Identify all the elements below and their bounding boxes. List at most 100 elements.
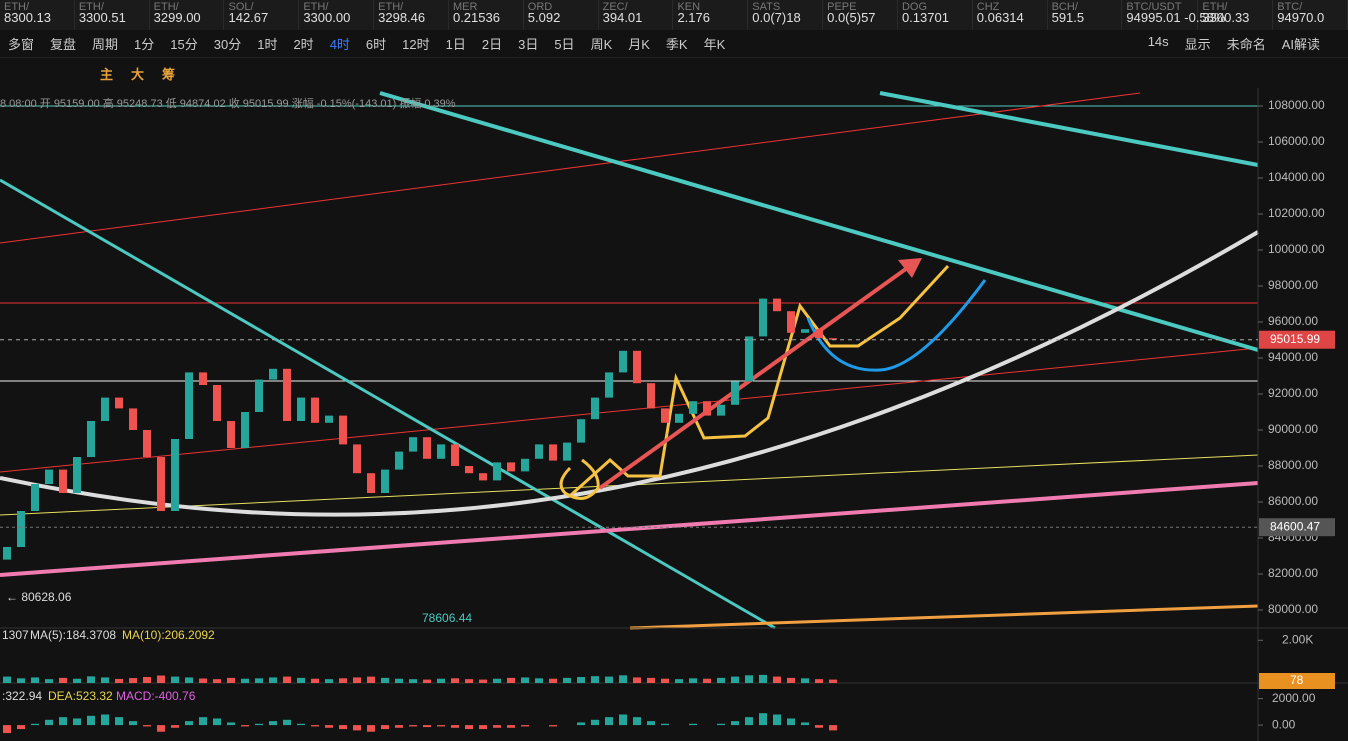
period-button[interactable]: 5日: [554, 37, 575, 52]
toolbar: 多窗 复盘 周期 1分 15分 30分 1时 2时 4时 6时 12时 1日 2日 3日 5日 周K 月K 季K 年…: [0, 30, 1348, 58]
toolbar-button[interactable]: AI解读: [1281, 37, 1320, 52]
ticker-name: ORD: [527, 1, 553, 11]
toolbar-button[interactable]: 显示: [1184, 37, 1211, 52]
ticker[interactable]: MER 0.21536: [449, 0, 524, 30]
period-button[interactable]: 4时: [329, 37, 350, 52]
candle: [717, 404, 725, 416]
indicator-button[interactable]: 筹: [162, 66, 176, 82]
ticker-name: SATS: [752, 1, 781, 11]
period-button[interactable]: 周K: [590, 37, 613, 52]
macd-bar: [577, 722, 585, 726]
volume-bar: [479, 679, 487, 683]
candle: [745, 336, 753, 382]
candle: [87, 421, 95, 457]
volume-bar: [115, 678, 123, 683]
candle: [507, 462, 515, 472]
macd-bar: [269, 721, 277, 726]
macd-bar: [465, 725, 473, 730]
period-button[interactable]: 12时: [402, 37, 430, 52]
ticker[interactable]: ETH/3298.46: [374, 0, 449, 30]
y-tick-label: 104000.00: [1268, 170, 1325, 184]
ticker-price: 3298.46: [378, 10, 426, 25]
macd-bar: [199, 717, 207, 726]
ticker[interactable]: DOG 0.13701: [898, 0, 973, 30]
ticker[interactable]: PEPE 0.0(5)57: [823, 0, 898, 30]
toolbar-right: 14s 显示 未命名 AI解读: [1140, 34, 1328, 53]
ticker-price: 94995.01 -0.58%: [1126, 10, 1226, 25]
macd-bar: [395, 725, 403, 728]
period-button[interactable]: 15分: [170, 37, 198, 52]
indicator-button[interactable]: 大: [131, 66, 145, 82]
toolbar-button[interactable]: 周期: [92, 37, 119, 52]
period-button[interactable]: 月K: [628, 37, 650, 52]
volume-bar: [367, 676, 375, 683]
ticker[interactable]: ETH/3299.00: [150, 0, 225, 30]
ticker[interactable]: KEN 2.176: [673, 0, 749, 30]
ticker[interactable]: ZEC/394.01: [599, 0, 674, 30]
macd-bar: [829, 725, 837, 731]
candle: [451, 444, 459, 466]
volume-bar: [185, 677, 193, 683]
candle: [521, 458, 529, 472]
toolbar-button[interactable]: 14s: [1147, 34, 1169, 49]
toolbar-button[interactable]: 未命名: [1226, 37, 1266, 52]
period-button[interactable]: 6时: [365, 37, 387, 52]
ticker[interactable]: SOL/142.67: [224, 0, 300, 30]
macd-bar: [73, 718, 81, 726]
macd-bar: [115, 717, 123, 726]
toolbar-button[interactable]: 多窗: [8, 37, 35, 52]
period-button[interactable]: 1日: [445, 37, 466, 52]
candle: [283, 368, 291, 421]
candle: [661, 408, 669, 423]
volume-bar: [437, 678, 445, 683]
ticker[interactable]: CHZ 0.06314: [973, 0, 1048, 30]
volume-label: 1307: [2, 628, 29, 642]
candle: [185, 372, 193, 439]
macd-bar: [31, 723, 39, 726]
ticker[interactable]: ETH/3300.51: [75, 0, 150, 30]
macd-bar: [297, 723, 305, 726]
y-tick-label: 96000.00: [1268, 314, 1318, 328]
ticker-name: ZEC/: [602, 1, 628, 11]
period-button[interactable]: 2日: [481, 37, 503, 52]
ticker[interactable]: SATS 0.0(7)18: [748, 0, 824, 30]
ticker[interactable]: BTC/USDT 94995.01 -0.58%: [1122, 0, 1225, 30]
ticker[interactable]: ETH/8300.13: [0, 0, 75, 30]
y-tick-label: 86000.00: [1268, 494, 1318, 508]
candle: [731, 381, 739, 405]
macd-bar: [3, 725, 11, 734]
volume-bar: [3, 676, 11, 683]
candle: [759, 298, 767, 337]
period-button[interactable]: 30分: [213, 37, 242, 52]
volume-bar: [59, 677, 67, 683]
ticker-name: MER: [452, 1, 478, 11]
period-button[interactable]: 1时: [257, 37, 278, 52]
volume-bar: [395, 678, 403, 683]
ticker[interactable]: BCH/591.5: [1048, 0, 1123, 30]
indicator-bar: 主大筹: [0, 58, 1348, 88]
period-button[interactable]: 年K: [703, 37, 726, 52]
indicator-button[interactable]: 主: [100, 66, 114, 82]
ticker[interactable]: BTC/94970.0: [1273, 0, 1348, 30]
macd-bar: [661, 723, 669, 726]
period-button[interactable]: 3日: [518, 37, 539, 52]
ticker[interactable]: ETH/3300.00: [299, 0, 375, 30]
ticker[interactable]: ORD 5.092: [524, 0, 599, 30]
macd-bar: [815, 725, 823, 728]
volume-bar: [633, 677, 641, 683]
period-button[interactable]: 季K: [665, 37, 688, 52]
volume-bar: [31, 677, 39, 683]
candle: [703, 401, 711, 416]
candle: [409, 437, 417, 452]
ticker-name: ETH/: [378, 1, 404, 11]
period-button[interactable]: 2时: [293, 37, 314, 52]
macd-bar: [773, 714, 781, 726]
macd-bar: [227, 722, 235, 726]
period-button[interactable]: 1分: [134, 37, 155, 52]
toolbar-button[interactable]: 复盘: [50, 37, 77, 52]
ticker[interactable]: ETH/3300.33: [1198, 0, 1274, 30]
volume-bar: [647, 677, 655, 683]
candle: [549, 444, 557, 461]
macd-bar: [689, 723, 697, 726]
